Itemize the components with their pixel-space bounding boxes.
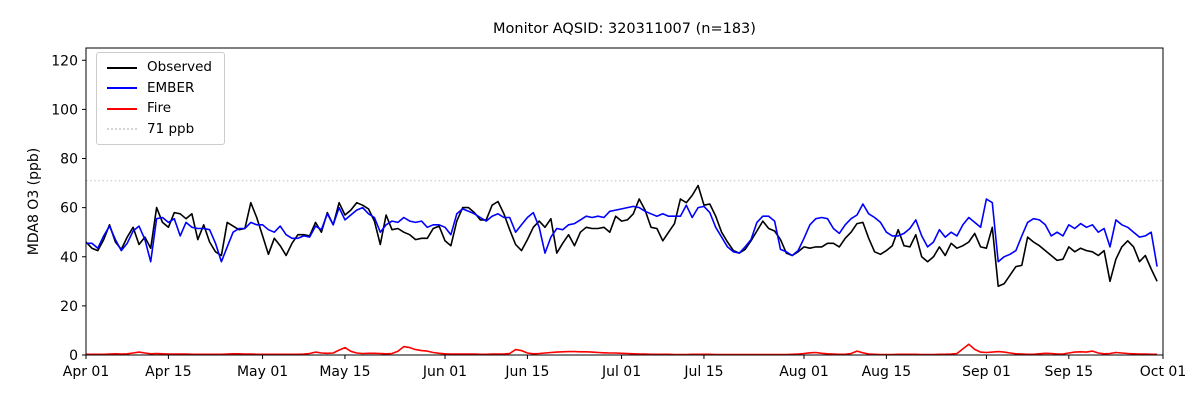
legend: Observed EMBER Fire 71 ppb [96, 52, 225, 145]
x-tick-label: Jul 15 [683, 364, 723, 380]
x-tick-label: May 15 [319, 364, 370, 380]
x-tick-label: Oct 01 [1140, 364, 1186, 380]
legend-label: EMBER [147, 79, 195, 96]
x-tick-label: Aug 15 [862, 364, 912, 380]
y-tick-label: 120 [51, 53, 78, 69]
x-tick-label: Apr 01 [63, 364, 109, 380]
legend-item-observed: Observed [107, 59, 212, 75]
legend-item-ember: EMBER [107, 79, 212, 96]
legend-label: Fire [147, 100, 172, 116]
x-tick-label: Jun 15 [504, 364, 549, 380]
y-tick-label: 40 [60, 250, 78, 266]
threshold-line-swatch [107, 128, 137, 131]
x-tick-label: Jun 01 [422, 364, 467, 380]
legend-item-fire: Fire [107, 100, 212, 116]
x-tick-label: Sep 01 [962, 364, 1011, 380]
plot-title: Monitor AQSID: 320311007 (n=183) [493, 21, 756, 37]
y-tick-label: 0 [69, 348, 78, 364]
y-axis-label: MDA8 O3 (ppb) [26, 148, 42, 256]
observed-line-swatch [107, 66, 137, 69]
y-tick-label: 60 [60, 201, 78, 217]
y-tick-label: 80 [60, 152, 78, 168]
observed-line [85, 184, 1158, 288]
fire-line [86, 343, 1158, 356]
y-tick-label: 100 [51, 102, 78, 118]
x-tick-label: Aug 01 [779, 364, 829, 380]
x-tick-label: May 01 [237, 364, 288, 380]
x-tick-label: Jul 01 [601, 364, 641, 380]
ember-line [86, 198, 1158, 267]
y-tick-label: 20 [60, 299, 78, 315]
x-tick-label: Sep 15 [1045, 364, 1094, 380]
plot-border [85, 47, 1164, 356]
x-tick-label: Apr 15 [145, 364, 191, 380]
legend-item-threshold: 71 ppb [107, 120, 212, 137]
fire-line-swatch [107, 107, 137, 110]
legend-label: Observed [147, 59, 212, 75]
ember-line-swatch [107, 87, 137, 90]
legend-label: 71 ppb [147, 120, 195, 137]
